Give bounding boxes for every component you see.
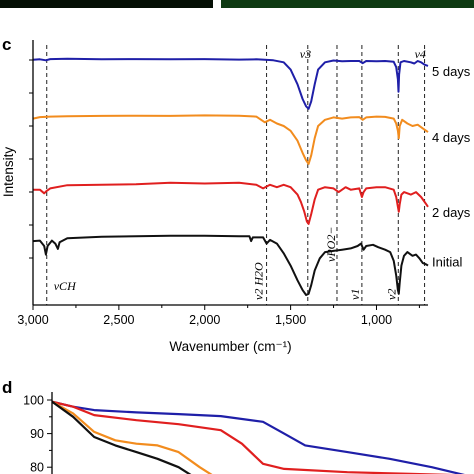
band-label: ν2 H2O — [252, 262, 266, 300]
x-tick-label: 3,000 — [17, 313, 48, 327]
tga-series — [52, 400, 465, 474]
band-label: ν3 — [300, 47, 311, 61]
x-tick-label: 2,000 — [189, 313, 220, 327]
y-axis-title: Intensity — [1, 147, 16, 198]
tga-y-tick-label: 80 — [30, 461, 44, 474]
tga-chart: 100 90 80 — [23, 392, 465, 474]
tga-y-tick-label: 100 — [23, 394, 44, 408]
series-line — [33, 181, 429, 225]
band-label: ν1 — [348, 289, 362, 300]
panel-label-c: c — [2, 35, 11, 54]
tga-line — [52, 400, 456, 474]
series-line — [32, 114, 429, 165]
series-label: Initial — [432, 255, 462, 270]
series-label: 2 days — [432, 205, 471, 220]
x-tick-label: 1,000 — [361, 313, 392, 327]
band-label: νCH — [54, 279, 77, 293]
panel-label-d: d — [2, 378, 12, 397]
series-label: 5 days — [432, 64, 471, 79]
tga-line — [52, 400, 192, 474]
x-tick-label: 1,500 — [275, 313, 306, 327]
band-label: ν4 — [415, 47, 426, 61]
tga-line — [52, 400, 465, 474]
band-label: νPO2− — [324, 227, 338, 262]
tga-y-tick-label: 90 — [30, 427, 44, 441]
series-line — [32, 234, 429, 296]
ftir-axes: νCH ν2 H2O ν3 νPO2− ν1 ν2 ν4 3,000 2,500 2,000 1,5… — [1, 40, 428, 354]
image-strip-left — [0, 0, 213, 8]
series-label: 4 days — [432, 130, 471, 145]
image-strip-right — [221, 0, 474, 8]
x-axis-title: Wavenumber (cm⁻¹) — [169, 339, 291, 354]
x-tick-label: 2,500 — [103, 313, 134, 327]
ftir-chart: 5 days 4 days 2 days Initial νCH ν2 H2O ν3 νPO… — [1, 40, 471, 354]
band-label: ν2 — [384, 289, 398, 300]
ftir-series: 5 days 4 days 2 days Initial — [32, 57, 471, 296]
band-lines — [46, 45, 426, 305]
series-line — [32, 57, 429, 110]
